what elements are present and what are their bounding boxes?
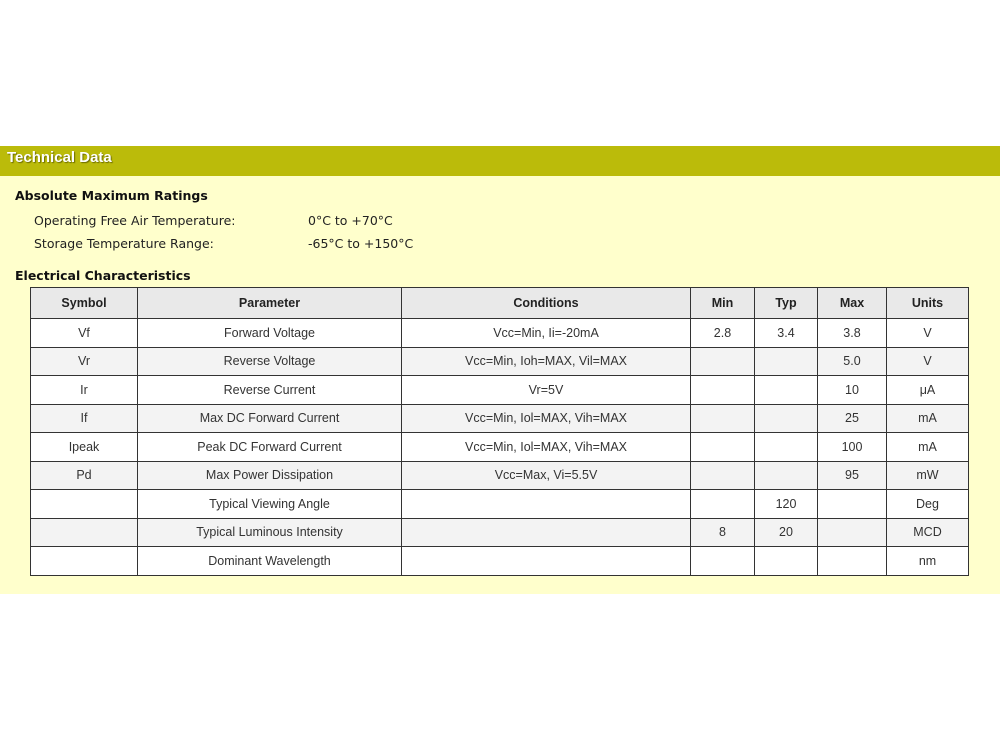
column-header-parameter: Parameter: [137, 287, 402, 319]
cell-units: mW: [886, 460, 969, 490]
cell-typ: 120: [754, 489, 818, 519]
cell-typ: [754, 460, 818, 490]
cell-symbol: Vf: [30, 318, 138, 348]
table-row: If Max DC Forward Current Vcc=Min, Iol=MAX…: [30, 403, 969, 433]
electrical-heading: Electrical Characteristics: [15, 268, 191, 283]
cell-symbol: [30, 546, 138, 576]
cell-max: [817, 489, 887, 519]
column-header-conditions: Conditions: [401, 287, 691, 319]
table-row: Dominant Wavelength nm: [30, 546, 969, 576]
table-row: Ir Reverse Current Vr=5V 10 μA: [30, 375, 969, 405]
cell-typ: 3.4: [754, 318, 818, 348]
cell-units: μA: [886, 375, 969, 405]
cell-typ: [754, 375, 818, 405]
cell-symbol: [30, 489, 138, 519]
cell-min: [690, 460, 755, 490]
cell-units: V: [886, 318, 969, 348]
cell-parameter: Typical Luminous Intensity: [137, 517, 402, 547]
cell-conditions: Vcc=Min, Iol=MAX, Vih=MAX: [401, 432, 691, 462]
cell-conditions: Vr=5V: [401, 375, 691, 405]
cell-symbol: If: [30, 403, 138, 433]
cell-units: nm: [886, 546, 969, 576]
cell-parameter: Max DC Forward Current: [137, 403, 402, 433]
cell-min: [690, 489, 755, 519]
cell-symbol: Ipeak: [30, 432, 138, 462]
column-header-symbol: Symbol: [30, 287, 138, 319]
cell-min: 8: [690, 517, 755, 547]
cell-min: [690, 346, 755, 376]
cell-symbol: Ir: [30, 375, 138, 405]
cell-typ: [754, 432, 818, 462]
cell-parameter: Max Power Dissipation: [137, 460, 402, 490]
cell-symbol: [30, 517, 138, 547]
column-header-typ: Typ: [754, 287, 818, 319]
rating-label: Storage Temperature Range:: [34, 236, 214, 251]
cell-max: [817, 546, 887, 576]
cell-parameter: Reverse Current: [137, 375, 402, 405]
table-row: Ipeak Peak DC Forward Current Vcc=Min, Iol…: [30, 432, 969, 462]
cell-symbol: Vr: [30, 346, 138, 376]
cell-max: 100: [817, 432, 887, 462]
cell-typ: [754, 403, 818, 433]
cell-conditions: [401, 546, 691, 576]
cell-max: 3.8: [817, 318, 887, 348]
rating-row: Storage Temperature Range: -65°C to +150…: [34, 236, 413, 251]
column-header-units: Units: [886, 287, 969, 319]
cell-min: 2.8: [690, 318, 755, 348]
cell-max: 10: [817, 375, 887, 405]
cell-min: [690, 375, 755, 405]
technical-data-section: Technical Data Absolute Maximum Ratings …: [0, 146, 1000, 594]
cell-min: [690, 546, 755, 576]
section-title: Technical Data: [0, 146, 1000, 176]
rating-value: 0°C to +70°C: [308, 213, 393, 228]
cell-min: [690, 432, 755, 462]
cell-parameter: Typical Viewing Angle: [137, 489, 402, 519]
table-row: Vr Reverse Voltage Vcc=Min, Ioh=MAX, Vil=M…: [30, 346, 969, 376]
cell-parameter: Dominant Wavelength: [137, 546, 402, 576]
rating-label: Operating Free Air Temperature:: [34, 213, 236, 228]
table-row: Vf Forward Voltage Vcc=Min, Ii=-20mA 2.8 3.4…: [30, 318, 969, 348]
cell-typ: [754, 546, 818, 576]
cell-conditions: Vcc=Min, Ii=-20mA: [401, 318, 691, 348]
electrical-characteristics-table: Symbol Parameter Conditions Min Typ Max Units …: [30, 287, 969, 576]
cell-parameter: Forward Voltage: [137, 318, 402, 348]
cell-parameter: Peak DC Forward Current: [137, 432, 402, 462]
cell-conditions: Vcc=Min, Iol=MAX, Vih=MAX: [401, 403, 691, 433]
cell-conditions: Vcc=Max, Vi=5.5V: [401, 460, 691, 490]
cell-units: mA: [886, 432, 969, 462]
cell-min: [690, 403, 755, 433]
column-header-min: Min: [690, 287, 755, 319]
rating-row: Operating Free Air Temperature: 0°C to +…: [34, 213, 393, 228]
cell-conditions: Vcc=Min, Ioh=MAX, Vil=MAX: [401, 346, 691, 376]
cell-typ: 20: [754, 517, 818, 547]
column-header-max: Max: [817, 287, 887, 319]
technical-data-panel: Absolute Maximum Ratings Operating Free …: [0, 176, 1000, 594]
cell-max: [817, 517, 887, 547]
cell-conditions: [401, 489, 691, 519]
cell-units: MCD: [886, 517, 969, 547]
cell-typ: [754, 346, 818, 376]
cell-max: 5.0: [817, 346, 887, 376]
cell-units: mA: [886, 403, 969, 433]
rating-value: -65°C to +150°C: [308, 236, 414, 251]
table-row: Typical Luminous Intensity 8 20 MCD: [30, 517, 969, 547]
absolute-max-heading: Absolute Maximum Ratings: [15, 188, 208, 203]
table-row: Typical Viewing Angle 120 Deg: [30, 489, 969, 519]
cell-max: 25: [817, 403, 887, 433]
cell-parameter: Reverse Voltage: [137, 346, 402, 376]
cell-units: Deg: [886, 489, 969, 519]
table-row: Pd Max Power Dissipation Vcc=Max, Vi=5.5V 9…: [30, 460, 969, 490]
cell-symbol: Pd: [30, 460, 138, 490]
cell-max: 95: [817, 460, 887, 490]
cell-units: V: [886, 346, 969, 376]
cell-conditions: [401, 517, 691, 547]
